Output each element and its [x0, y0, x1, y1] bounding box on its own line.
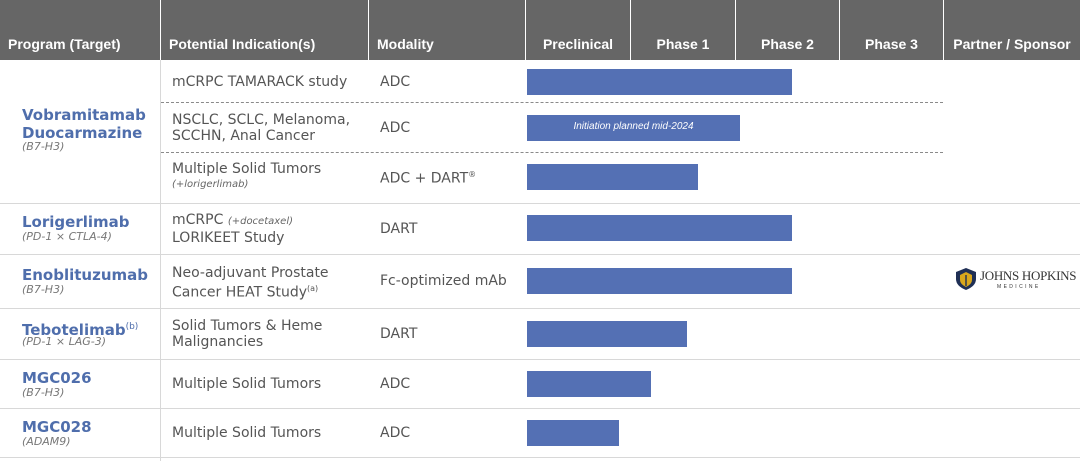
header-preclinical: Preclinical — [526, 0, 630, 60]
program-name: Enoblituzumab — [22, 266, 148, 284]
indication-text: Multiple Solid Tumors — [172, 425, 322, 441]
footnote-marker: (b) — [125, 322, 139, 332]
progress-bar — [527, 69, 792, 95]
program-target: (PD-1 × LAG-3) — [22, 335, 107, 348]
program-name: Tebotelimab(b) — [22, 321, 139, 339]
header-program: Program (Target) — [0, 0, 160, 60]
header-modality: Modality — [369, 0, 525, 60]
progress-bar — [527, 268, 792, 294]
program-name: Vobramitamab Duocarmazine — [22, 106, 146, 142]
program-name: MGC028 — [22, 418, 92, 436]
program-target: (ADAM9) — [22, 435, 71, 448]
indication-text: Solid Tumors & Heme Malignancies — [172, 318, 323, 350]
modality-text: ADC — [380, 425, 411, 441]
program-target: (B7-H3) — [22, 283, 65, 296]
logo-subtext: MEDICINE — [997, 284, 1041, 290]
indication-text: Multiple Solid Tumors (+lorigerlimab) — [172, 161, 321, 193]
footnote-marker: (a) — [307, 284, 319, 293]
program-name: MGC026 — [22, 369, 92, 387]
indication-text: Multiple Solid Tumors — [172, 376, 322, 392]
logo-text: JOHNS HOPKINS — [980, 268, 1077, 283]
progress-bar — [527, 164, 698, 190]
progress-bar — [527, 321, 687, 347]
row-divider — [0, 359, 1080, 360]
column-divider — [160, 60, 161, 461]
row-divider — [0, 308, 1080, 309]
modality-text: ADC + DART® — [380, 170, 477, 187]
header-phase3: Phase 3 — [840, 0, 943, 60]
progress-bar — [527, 215, 792, 241]
johns-hopkins-logo: JOHNS HOPKINS MEDICINE — [955, 267, 1076, 293]
modality-text: ADC — [380, 74, 411, 90]
progress-bar — [527, 371, 651, 397]
indication-text: mCRPC TAMARACK study — [172, 74, 348, 90]
row-divider-dashed — [161, 102, 943, 103]
modality-text: ADC — [380, 120, 411, 136]
row-divider — [0, 203, 1080, 204]
header-partner: Partner / Sponsor — [944, 0, 1080, 60]
modality-text: DART — [380, 326, 418, 342]
program-target: (B7-H3) — [22, 140, 65, 153]
progress-bar: Initiation planned mid-2024 — [527, 115, 740, 141]
header-indication: Potential Indication(s) — [161, 0, 368, 60]
indication-subnote: (+docetaxel) — [227, 216, 294, 227]
indication-text: NSCLC, SCLC, Melanoma, SCCHN, Anal Cance… — [172, 112, 351, 144]
program-name: Lorigerlimab — [22, 213, 130, 231]
row-divider — [0, 457, 1080, 458]
row-divider — [0, 408, 1080, 409]
modality-text: DART — [380, 221, 418, 237]
shield-icon — [956, 268, 976, 290]
modality-text: ADC — [380, 376, 411, 392]
indication-subnote: (+lorigerlimab) — [172, 179, 249, 190]
header-phase2: Phase 2 — [736, 0, 839, 60]
header-phase1: Phase 1 — [631, 0, 735, 60]
indication-text: mCRPC (+docetaxel) LORIKEET Study — [172, 212, 294, 246]
program-target: (PD-1 × CTLA-4) — [22, 230, 112, 243]
row-divider-dashed — [161, 152, 943, 153]
bar-note: Initiation planned mid-2024 — [573, 121, 694, 132]
row-divider — [0, 254, 1080, 255]
progress-bar — [527, 420, 619, 446]
registered-mark: ® — [468, 170, 477, 179]
indication-text: Neo-adjuvant Prostate Cancer HEAT Study(… — [172, 265, 329, 301]
program-target: (B7-H3) — [22, 386, 65, 399]
modality-text: Fc-optimized mAb — [380, 273, 507, 289]
